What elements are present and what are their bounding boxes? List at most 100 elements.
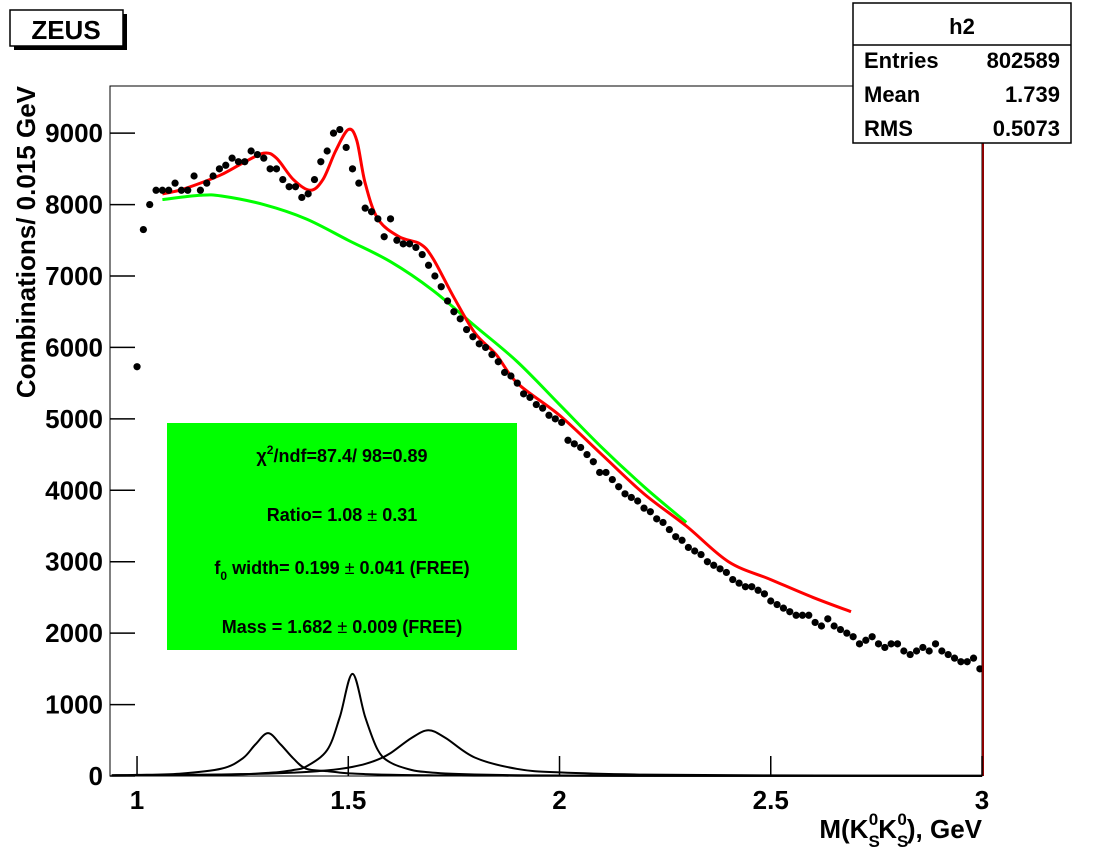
y-tick-label: 2000 [45,618,103,648]
text: 0.31 [377,505,417,525]
data-point [367,208,376,216]
data-point [323,147,331,155]
y-tick-label: 6000 [45,332,103,362]
data-point [545,411,553,419]
data-point [494,358,502,366]
data-point [919,643,927,652]
data-point [684,543,692,552]
data-point [475,340,483,348]
data-point [640,504,648,512]
data-point [849,633,857,641]
fit-curve [162,193,688,524]
data-point [462,325,471,334]
data-point [190,172,198,180]
data-point [304,190,312,198]
data-point [912,647,921,655]
data-point [678,536,686,544]
data-point [798,611,807,619]
data-point [291,183,300,191]
data-point [165,186,173,194]
data-point [773,600,781,609]
text: S [868,832,879,851]
data-point [317,158,325,166]
stats-value: 1.739 [1005,82,1060,107]
data-point [329,129,338,137]
data-point [665,525,673,534]
data-point [944,650,952,659]
text: Ratio= 1.08 [267,505,368,525]
stats-label: RMS [864,116,913,141]
data-point [456,315,464,323]
data-point [380,233,388,241]
data-point [298,193,306,202]
y-tick-label: 8000 [45,190,103,220]
text: f [214,558,221,578]
data-point [735,579,743,587]
data-point [906,650,914,659]
data-point [710,561,718,569]
data-point [716,565,724,573]
data-point [203,179,211,187]
text: ± [337,617,347,637]
data-point [469,333,477,341]
text: width= 0.199 [227,558,345,578]
data-point [424,261,433,269]
stats-label: Mean [864,82,920,107]
x-tick-label: 2.5 [753,785,789,815]
text: 0.041 (FREE) [355,558,470,578]
data-point [691,547,699,555]
data-point [874,640,883,648]
y-tick-label: 1000 [45,690,103,720]
x-tick-label: 1 [130,785,144,815]
data-point [361,204,369,212]
stats-label: Entries [864,48,939,73]
data-point [158,186,166,194]
data-point [577,443,585,452]
data-point [481,343,490,352]
data-point [437,283,445,291]
data-point [374,215,382,223]
data-point [957,658,965,666]
x-tick-label: 1.5 [330,785,366,815]
data-point [146,200,154,209]
data-point [938,647,946,655]
data-point [653,515,661,523]
data-point [779,604,788,612]
data-point [253,150,262,159]
data-point [900,647,908,655]
x-tick-label: 2 [552,785,566,815]
data-point [855,640,864,648]
data-point [399,240,407,248]
data-point [931,640,940,648]
data-point [767,597,775,605]
data-point [133,363,141,371]
data-point [152,186,160,194]
text: ± [345,558,355,578]
data-point [881,643,889,652]
text: Mass = 1.682 [222,617,338,637]
data-point [627,493,635,502]
data-point [513,379,521,387]
data-point [925,647,933,655]
data-point [697,550,705,559]
data-point [520,390,528,398]
data-point [348,165,357,173]
data-point [184,186,192,194]
data-point [887,640,895,648]
data-point [608,475,616,484]
data-point [222,161,230,169]
data-point [418,250,426,259]
stats-value: 0.5073 [993,116,1060,141]
fit-ratio: Ratio= 1.08 ± 0.31 [267,505,417,525]
data-point [551,415,559,423]
text: 0.009 (FREE) [347,617,462,637]
data-point [570,440,578,448]
data-point [893,640,902,648]
data-point [488,350,496,359]
data-point [247,147,255,155]
fit-mass: Mass = 1.682 ± 0.009 (FREE) [222,617,463,637]
data-point [272,165,281,173]
data-point [234,158,243,166]
data-point [646,508,654,516]
